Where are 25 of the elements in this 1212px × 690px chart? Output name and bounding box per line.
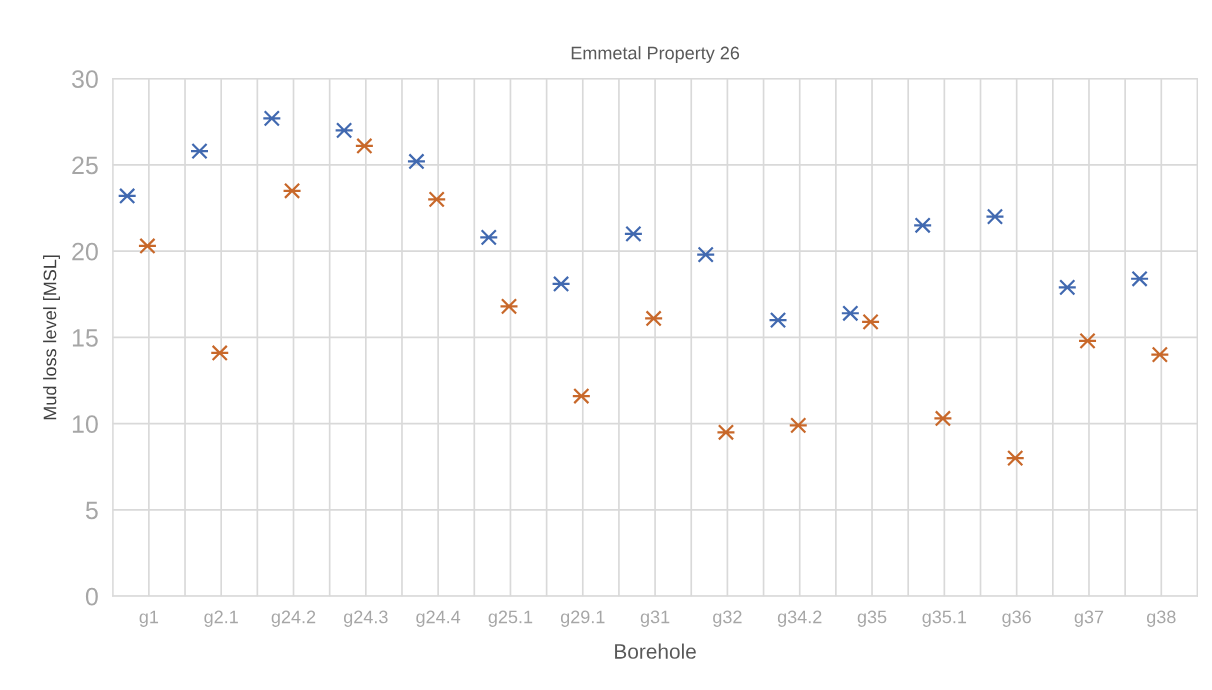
y-tick-label: 0: [85, 587, 98, 606]
x-tick-label: g24.4: [416, 610, 461, 627]
x-tick-label: g25.1: [488, 610, 533, 627]
x-tick-label: g1: [139, 610, 159, 627]
y-tick-label: 25: [72, 156, 98, 175]
x-tick-label: g29.1: [560, 610, 605, 627]
y-tick-label: 30: [71, 70, 98, 88]
x-tick-label: g35.1: [922, 610, 967, 627]
x-tick-label: g24.2: [271, 610, 316, 627]
x-tick-label: g36: [1002, 610, 1031, 627]
x-tick-label: g24.3: [343, 610, 388, 627]
x-tick-label: g35: [857, 610, 887, 627]
y-tick-label: 20: [72, 242, 98, 261]
y-tick-label: 15: [72, 329, 98, 347]
x-tick-label: g32: [713, 610, 742, 627]
x-axis-title: Borehole: [615, 643, 696, 659]
chart-title: Emmetal Property 26: [571, 46, 740, 63]
x-tick-label: g31: [640, 610, 670, 627]
x-tick-label: g34.2: [777, 610, 822, 627]
y-tick-label: 5: [85, 501, 98, 520]
y-axis-title: Mud loss level [MSL]: [43, 255, 60, 420]
x-tick-label: g38: [1147, 610, 1176, 627]
x-tick-label: g37: [1074, 610, 1104, 627]
x-tick-label: g2.1: [204, 610, 238, 627]
y-tick-label: 10: [72, 415, 98, 433]
